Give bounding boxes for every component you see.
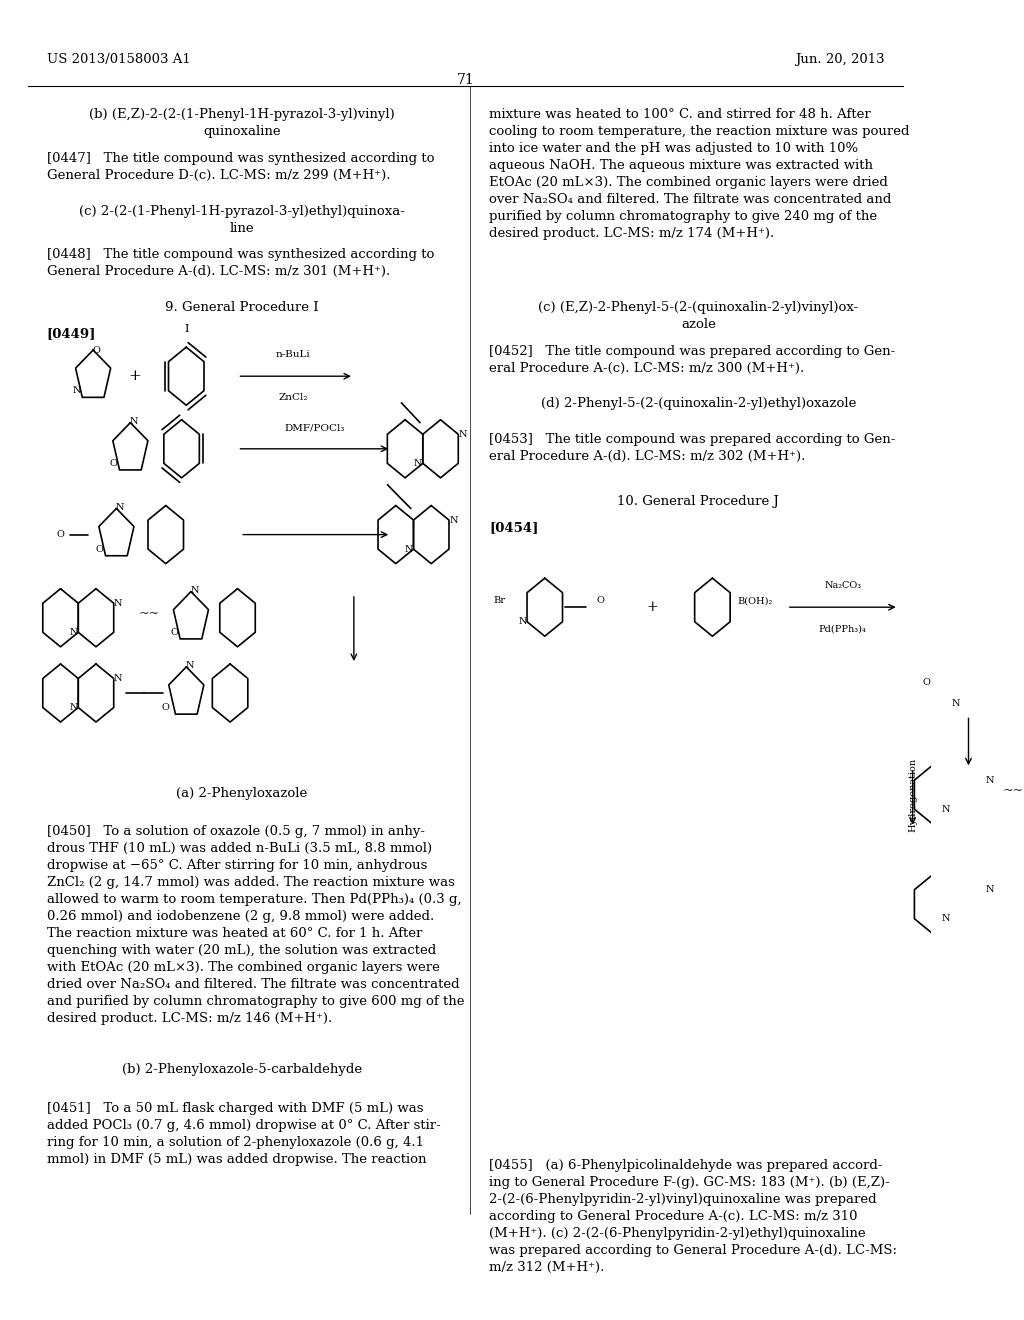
- Text: Pd(PPh₃)₄: Pd(PPh₃)₄: [819, 624, 866, 634]
- Text: US 2013/0158003 A1: US 2013/0158003 A1: [46, 53, 190, 66]
- Text: [0455]   (a) 6-Phenylpicolinaldehyde was prepared accord-
ing to General Procedu: [0455] (a) 6-Phenylpicolinaldehyde was p…: [488, 1159, 897, 1274]
- Text: +: +: [129, 370, 141, 383]
- Text: O: O: [597, 597, 605, 605]
- Text: B(OH)₂: B(OH)₂: [737, 597, 773, 605]
- Text: 9. General Procedure I: 9. General Procedure I: [165, 301, 318, 314]
- Text: N: N: [985, 886, 994, 894]
- Text: (c) (E,Z)-2-Phenyl-5-(2-(quinoxalin-2-yl)vinyl)ox-
azole: (c) (E,Z)-2-Phenyl-5-(2-(quinoxalin-2-yl…: [539, 301, 858, 331]
- Text: I: I: [184, 323, 188, 334]
- Text: (c) 2-(2-(1-Phenyl-1H-pyrazol-3-yl)ethyl)quinoxa-
line: (c) 2-(2-(1-Phenyl-1H-pyrazol-3-yl)ethyl…: [79, 205, 406, 235]
- Text: N: N: [941, 915, 949, 923]
- Text: ZnCl₂: ZnCl₂: [279, 393, 308, 403]
- Text: [0454]: [0454]: [488, 521, 539, 535]
- Text: N: N: [114, 599, 122, 607]
- Text: N: N: [190, 586, 199, 595]
- Text: mixture was heated to 100° C. and stirred for 48 h. After
cooling to room temper: mixture was heated to 100° C. and stirre…: [488, 108, 909, 240]
- Text: N: N: [116, 503, 124, 512]
- Text: N: N: [185, 661, 195, 671]
- Text: 10. General Procedure J: 10. General Procedure J: [617, 495, 779, 508]
- Text: [0449]: [0449]: [46, 327, 96, 341]
- Text: N: N: [72, 387, 81, 395]
- Text: N: N: [951, 700, 959, 708]
- Text: N: N: [70, 704, 78, 711]
- Text: ~~: ~~: [138, 607, 160, 620]
- Text: N: N: [130, 417, 138, 426]
- Text: O: O: [95, 545, 103, 553]
- Text: [0447]   The title compound was synthesized according to
General Procedure D-(c): [0447] The title compound was synthesize…: [46, 152, 434, 182]
- Text: (b) (E,Z)-2-(2-(1-Phenyl-1H-pyrazol-3-yl)vinyl)
quinoxaline: (b) (E,Z)-2-(2-(1-Phenyl-1H-pyrazol-3-yl…: [89, 108, 395, 139]
- Text: N: N: [404, 545, 413, 553]
- Text: [0448]   The title compound was synthesized according to
General Procedure A-(d): [0448] The title compound was synthesize…: [46, 248, 434, 279]
- Text: N: N: [985, 776, 994, 784]
- Text: Jun. 20, 2013: Jun. 20, 2013: [795, 53, 885, 66]
- Text: N: N: [114, 675, 122, 682]
- Text: +: +: [646, 601, 657, 614]
- Text: (b) 2-Phenyloxazole-5-carbaldehyde: (b) 2-Phenyloxazole-5-carbaldehyde: [122, 1063, 362, 1076]
- Text: DMF/POCl₃: DMF/POCl₃: [285, 424, 345, 433]
- Text: Na₂CO₃: Na₂CO₃: [824, 581, 861, 590]
- Text: N: N: [459, 430, 468, 438]
- Text: Br: Br: [494, 597, 506, 605]
- Text: (d) 2-Phenyl-5-(2-(quinoxalin-2-yl)ethyl)oxazole: (d) 2-Phenyl-5-(2-(quinoxalin-2-yl)ethyl…: [541, 397, 856, 411]
- Text: N: N: [941, 805, 949, 813]
- Text: [0450]   To a solution of oxazole (0.5 g, 7 mmol) in anhy-
drous THF (10 mL) was: [0450] To a solution of oxazole (0.5 g, …: [46, 825, 464, 1026]
- Text: ~~: ~~: [1002, 784, 1024, 797]
- Text: n-BuLi: n-BuLi: [276, 350, 310, 359]
- Text: N: N: [518, 618, 527, 626]
- Text: O: O: [923, 678, 931, 686]
- Text: 71: 71: [457, 73, 474, 87]
- Text: O: O: [162, 704, 170, 711]
- Text: [0451]   To a 50 mL flask charged with DMF (5 mL) was
added POCl₃ (0.7 g, 4.6 mm: [0451] To a 50 mL flask charged with DMF…: [46, 1102, 440, 1166]
- Text: O: O: [93, 346, 100, 355]
- Text: O: O: [110, 459, 118, 467]
- Text: N: N: [70, 628, 78, 636]
- Text: (a) 2-Phenyloxazole: (a) 2-Phenyloxazole: [176, 787, 308, 800]
- Text: [0453]   The title compound was prepared according to Gen-
eral Procedure A-(d).: [0453] The title compound was prepared a…: [488, 433, 895, 463]
- Text: O: O: [56, 531, 65, 539]
- Text: Hydrogenation: Hydrogenation: [908, 758, 918, 832]
- Text: [0452]   The title compound was prepared according to Gen-
eral Procedure A-(c).: [0452] The title compound was prepared a…: [488, 345, 895, 375]
- Text: N: N: [414, 459, 422, 467]
- Text: O: O: [170, 628, 178, 636]
- Text: N: N: [450, 516, 458, 524]
